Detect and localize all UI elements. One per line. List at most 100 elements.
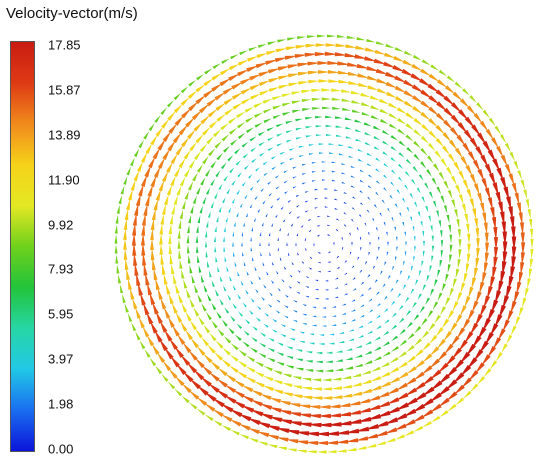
velocity-arrow — [272, 105, 282, 110]
velocity-arrow — [140, 291, 146, 306]
velocity-arrow — [134, 148, 140, 158]
velocity-arrow — [228, 327, 235, 335]
velocity-arrow — [475, 291, 482, 305]
velocity-arrow — [296, 449, 307, 453]
velocity-arrow — [437, 269, 441, 278]
velocity-arrow — [251, 227, 253, 232]
velocity-arrow — [159, 319, 168, 333]
velocity-arrow — [179, 259, 183, 269]
velocity-arrow — [139, 340, 146, 350]
velocity-arrow — [181, 200, 186, 210]
velocity-arrow — [328, 333, 335, 336]
velocity-arrow — [195, 235, 199, 243]
velocity-arrow — [474, 267, 479, 280]
velocity-arrow — [301, 386, 312, 391]
velocity-arrow — [343, 201, 348, 205]
velocity-arrow — [454, 147, 464, 159]
velocity-arrow — [425, 205, 429, 213]
velocity-arrow — [302, 182, 307, 185]
velocity-arrow — [132, 242, 137, 256]
velocity-arrow — [454, 209, 458, 219]
colorbar — [10, 41, 35, 452]
velocity-arrow — [305, 360, 313, 363]
velocity-arrow — [172, 131, 182, 144]
velocity-arrow — [349, 251, 352, 256]
velocity-arrow — [276, 352, 284, 356]
velocity-arrow — [287, 73, 300, 78]
velocity-arrow — [398, 305, 404, 311]
velocity-arrow — [152, 257, 156, 271]
velocity-arrow — [287, 37, 297, 41]
velocity-arrow — [370, 376, 382, 382]
velocity-arrow — [167, 110, 176, 121]
velocity-arrow — [250, 297, 255, 303]
velocity-arrow — [404, 184, 409, 191]
velocity-arrow — [187, 254, 191, 264]
velocity-arrow — [203, 88, 215, 98]
velocity-arrow — [530, 248, 534, 260]
velocity-arrow — [421, 318, 428, 326]
velocity-arrow — [525, 199, 530, 210]
velocity-arrow — [420, 409, 434, 419]
velocity-arrow — [266, 50, 278, 56]
velocity-arrow — [196, 186, 201, 195]
velocity-arrow — [334, 368, 344, 371]
velocity-arrow — [244, 376, 256, 384]
velocity-arrow — [521, 242, 526, 256]
velocity-arrow — [302, 173, 307, 175]
velocity-arrow — [304, 369, 314, 372]
velocity-arrow — [192, 195, 197, 204]
velocity-arrow — [348, 338, 355, 342]
velocity-arrow — [279, 257, 282, 261]
velocity-arrow — [247, 56, 259, 62]
velocity-arrow — [428, 334, 438, 345]
velocity-arrow — [481, 354, 491, 367]
velocity-arrow — [422, 284, 427, 292]
velocity-arrow — [379, 108, 390, 115]
velocity-arrow — [188, 402, 198, 410]
velocity-arrow — [218, 206, 222, 213]
velocity-arrow — [131, 322, 137, 332]
velocity-arrow — [216, 113, 227, 122]
velocity-arrow — [304, 237, 307, 241]
velocity-arrow — [344, 117, 353, 121]
velocity-arrow — [305, 43, 318, 48]
velocity-arrow — [241, 181, 246, 187]
velocity-arrow — [414, 246, 416, 252]
velocity-arrow — [324, 431, 340, 436]
velocity-arrow — [268, 192, 273, 197]
velocity-arrow — [520, 232, 525, 246]
velocity-arrow — [341, 322, 347, 325]
velocity-arrow — [179, 320, 188, 332]
velocity-arrow — [160, 107, 168, 115]
velocity-arrow — [203, 402, 216, 412]
velocity-arrow — [268, 337, 275, 342]
velocity-arrow — [269, 292, 273, 296]
velocity-arrow — [341, 181, 346, 184]
velocity-arrow — [467, 151, 477, 164]
velocity-arrow — [334, 277, 339, 280]
velocity-arrow — [358, 325, 364, 329]
velocity-arrow — [317, 34, 326, 38]
velocity-arrow — [482, 109, 490, 119]
velocity-arrow — [283, 180, 288, 184]
velocity-arrow — [378, 246, 380, 251]
velocity-arrow — [284, 191, 288, 194]
velocity-arrow — [367, 274, 371, 278]
velocity-arrow — [429, 358, 440, 369]
velocity-arrow — [484, 262, 488, 276]
velocity-arrow — [412, 95, 424, 104]
velocity-arrow — [403, 50, 413, 56]
velocity-arrow — [385, 43, 395, 49]
velocity-arrow — [412, 166, 419, 173]
velocity-arrow — [169, 214, 173, 225]
velocity-arrow — [489, 360, 498, 370]
velocity-arrow — [346, 35, 356, 39]
velocity-arrow — [347, 401, 361, 406]
velocity-arrow — [334, 287, 339, 289]
velocity-arrow — [223, 246, 226, 252]
velocity-arrow — [171, 324, 180, 337]
velocity-arrow — [318, 79, 330, 83]
velocity-arrow — [259, 242, 261, 246]
velocity-arrow — [233, 251, 235, 257]
